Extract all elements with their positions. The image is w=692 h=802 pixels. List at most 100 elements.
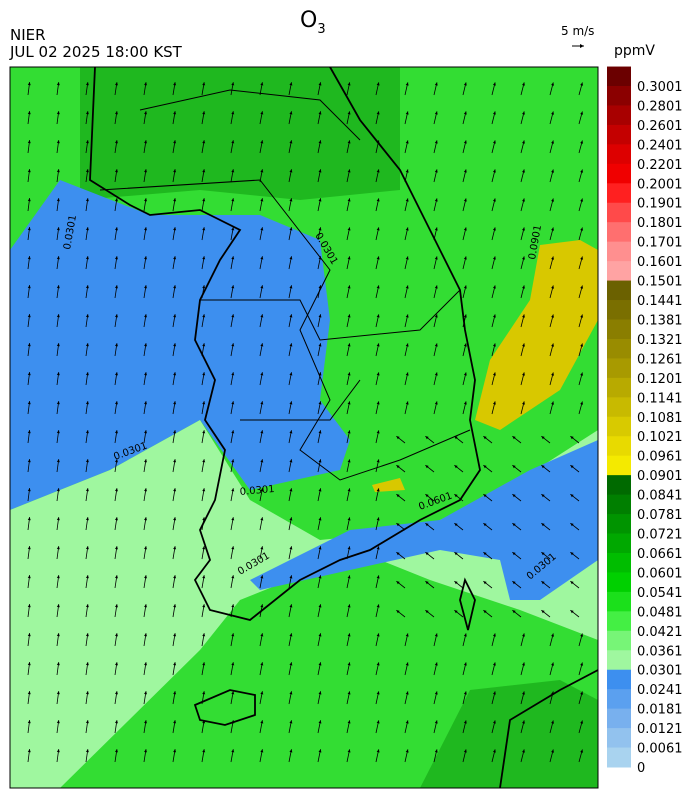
wind-arrow-head (27, 749, 31, 753)
wind-arrow-head (231, 720, 235, 724)
wind-arrow-head (483, 552, 487, 556)
wind-arrow-head (551, 720, 554, 724)
wind-arrow-head (231, 198, 235, 202)
wind-arrow-head (522, 720, 525, 724)
wind-arrow-head (551, 227, 554, 231)
wind-arrow-head (202, 140, 206, 144)
wind-arrow-head (522, 749, 525, 753)
wind-arrow-head (318, 401, 322, 405)
wind-arrow-head (492, 372, 496, 376)
wind-arrow-head (231, 314, 235, 318)
colorbar-box (607, 377, 631, 398)
wind-arrow-head (347, 720, 351, 724)
wind-arrow-head (580, 662, 584, 666)
wind-arrow-head (114, 285, 118, 289)
wind-arrow-head (173, 198, 177, 202)
scale-arrow-head (580, 44, 584, 48)
wind-arrow-head (231, 169, 235, 173)
wind-arrow-head (541, 552, 545, 556)
wind-arrow-head (27, 459, 31, 463)
wind-arrow-head (347, 517, 351, 521)
wind-arrow-head (483, 436, 487, 440)
wind-arrow-head (173, 691, 177, 695)
wind-arrow-head (551, 691, 554, 695)
wind-arrow-head (376, 285, 380, 289)
wind-arrow-head (56, 343, 60, 347)
wind-arrow-head (173, 430, 177, 434)
wind-arrow-head (318, 749, 322, 753)
wind-arrow-head (289, 401, 293, 405)
wind-arrow-head (463, 314, 467, 318)
wind-arrow-head (85, 662, 89, 666)
wind-arrow-head (376, 633, 380, 637)
colorbar-box (607, 611, 631, 632)
wind-arrow-head (231, 401, 235, 405)
wind-arrow-head (114, 430, 118, 434)
wind-arrow-head (173, 285, 177, 289)
wind-arrow-head (27, 111, 31, 115)
wind-arrow-head (492, 662, 496, 666)
wind-arrow-head (570, 494, 574, 498)
wind-arrow-head (551, 401, 554, 405)
wind-arrow-head (463, 691, 467, 695)
wind-arrow-head (27, 372, 31, 376)
wind-arrow-head (434, 227, 438, 231)
wind-arrow-head (85, 488, 89, 492)
wind-arrow-head (522, 82, 525, 86)
wind-arrow-head (483, 523, 487, 527)
wind-arrow-head (522, 227, 525, 231)
wind-arrow-head (27, 633, 31, 637)
wind-arrow-head (396, 581, 400, 585)
wind-arrow-head (231, 662, 235, 666)
wind-arrow-head (483, 610, 487, 614)
wind-arrow-head (173, 343, 177, 347)
wind-arrow-head (56, 401, 60, 405)
field-blue (10, 180, 350, 510)
colorbar-label: 0.1321 (637, 333, 683, 348)
wind-arrow-head (347, 198, 351, 202)
wind-arrow-head (27, 285, 31, 289)
wind-arrow-head (260, 111, 264, 115)
wind-arrow-head (27, 227, 31, 231)
wind-arrow-head (260, 227, 264, 231)
wind-arrow-head (56, 662, 60, 666)
wind-arrow-head (144, 314, 148, 318)
wind-arrow-head (114, 169, 118, 173)
wind-arrow-head (85, 169, 89, 173)
wind-arrow-head (396, 523, 400, 527)
wind-arrow-head (522, 140, 525, 144)
wind-arrow-head (144, 575, 148, 579)
colorbar-box (607, 319, 631, 340)
field-light (10, 420, 598, 788)
wind-arrow-head (289, 285, 293, 289)
wind-arrow-head (347, 256, 351, 260)
wind-arrow-head (318, 256, 322, 260)
wind-arrow-head (56, 720, 60, 724)
wind-arrow-head (396, 610, 400, 614)
wind-arrow-head (492, 169, 496, 173)
wind-arrow-head (376, 488, 380, 492)
wind-arrow-head (347, 82, 351, 86)
wind-arrow-head (376, 662, 380, 666)
wind-arrow-head (27, 198, 31, 202)
wind-arrow-head (463, 169, 467, 173)
wind-arrow-head (463, 662, 467, 666)
colorbar-label: 0.2801 (637, 99, 683, 114)
wind-arrow-head (580, 314, 584, 318)
wind-arrow-head (405, 198, 409, 202)
wind-arrow-head (541, 581, 545, 585)
wind-arrow-head (405, 662, 409, 666)
wind-arrow-head (551, 169, 554, 173)
wind-arrow-head (376, 256, 380, 260)
wind-arrow-head (541, 436, 545, 440)
wind-arrow-head (570, 523, 574, 527)
colorbar-label: 0.0301 (637, 664, 683, 679)
wind-arrow-head (202, 459, 206, 463)
wind-arrow-head (541, 523, 545, 527)
wind-arrow-head (483, 465, 487, 469)
wind-arrow-head (512, 581, 516, 585)
wind-arrow-head (231, 575, 235, 579)
wind-arrow-head (405, 82, 409, 86)
colorbar-box (607, 514, 631, 535)
wind-arrow-head (318, 430, 322, 434)
